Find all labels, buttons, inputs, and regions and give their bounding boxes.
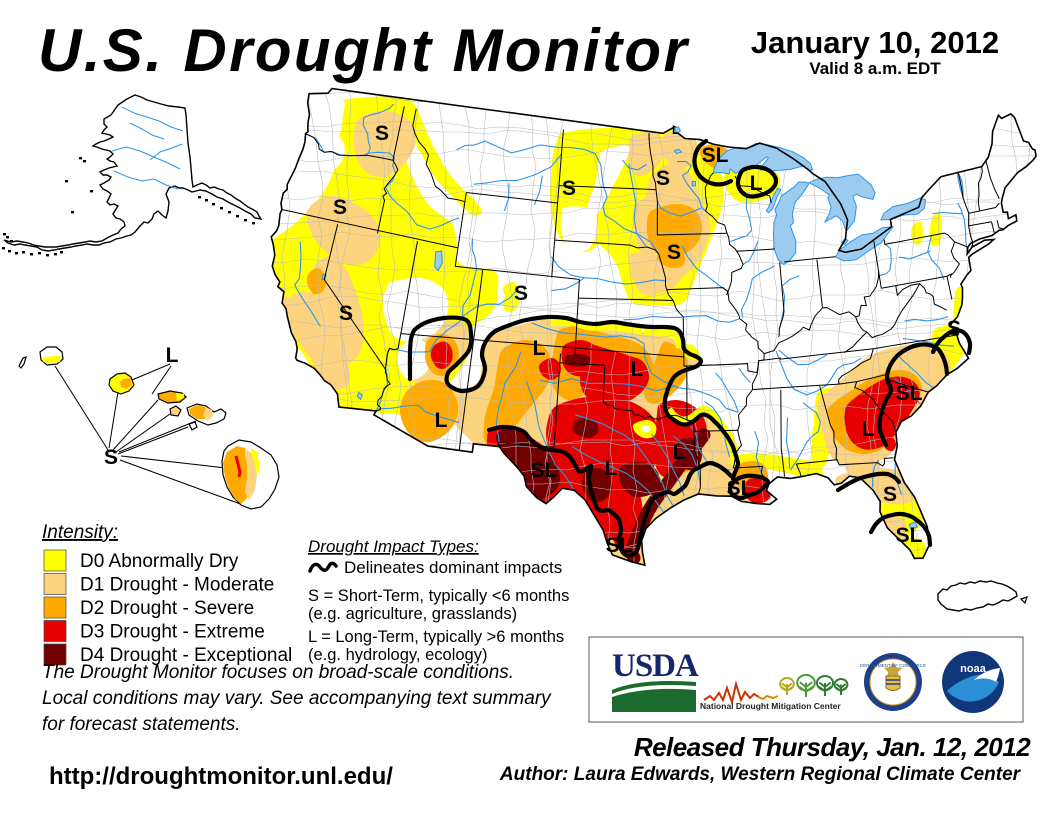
svg-text:L: L <box>862 418 875 441</box>
svg-text:L: L <box>605 457 618 480</box>
svg-text:SL: SL <box>896 524 923 547</box>
svg-text:January 10, 2012: January 10, 2012 <box>751 25 999 60</box>
svg-text:D3 Drought - Extreme: D3 Drought - Extreme <box>80 622 265 643</box>
svg-text:S: S <box>947 317 961 340</box>
svg-text:(e.g. hydrology, ecology): (e.g. hydrology, ecology) <box>308 646 487 664</box>
svg-text:L: L <box>631 358 644 381</box>
svg-text:D4 Drought - Exceptional: D4 Drought - Exceptional <box>80 645 292 666</box>
svg-text:L: L <box>750 172 763 195</box>
svg-text:SL: SL <box>606 534 633 557</box>
svg-text:S: S <box>104 446 118 469</box>
svg-text:S: S <box>514 282 528 305</box>
svg-text:(e.g. agriculture, grasslands): (e.g. agriculture, grasslands) <box>308 605 517 623</box>
svg-text:U.S. Drought Monitor: U.S. Drought Monitor <box>38 17 690 84</box>
svg-text:http://droughtmonitor.unl.edu/: http://droughtmonitor.unl.edu/ <box>49 763 393 790</box>
svg-text:SL: SL <box>896 382 923 405</box>
svg-text:S: S <box>562 177 576 200</box>
svg-text:for forecast statements.: for forecast statements. <box>42 714 241 735</box>
svg-text:D0 Abnormally Dry: D0 Abnormally Dry <box>80 551 239 572</box>
svg-text:S: S <box>667 241 681 264</box>
svg-text:D2 Drought - Severe: D2 Drought - Severe <box>80 598 254 619</box>
svg-text:S: S <box>375 122 389 145</box>
svg-text:S: S <box>656 167 670 190</box>
svg-text:L: L <box>166 344 179 367</box>
svg-text:S: S <box>333 196 347 219</box>
svg-text:Drought Impact Types:: Drought Impact Types: <box>308 537 479 556</box>
svg-text:S = Short-Term, typically <6 m: S = Short-Term, typically <6 months <box>308 587 569 605</box>
svg-text:Intensity:: Intensity: <box>42 522 118 543</box>
svg-text:Released Thursday, Jan. 12, 20: Released Thursday, Jan. 12, 2012 <box>634 732 1031 762</box>
svg-text:S: S <box>339 302 353 325</box>
svg-text:D1 Drought - Moderate: D1 Drought - Moderate <box>80 575 274 596</box>
svg-text:USDA: USDA <box>612 648 699 684</box>
svg-text:L: L <box>435 409 448 432</box>
svg-text:Delineates dominant impacts: Delineates dominant impacts <box>344 558 562 577</box>
svg-text:L: L <box>533 337 546 360</box>
svg-text:SL: SL <box>531 459 558 482</box>
svg-text:DEPARTMENT OF COMMERCE: DEPARTMENT OF COMMERCE <box>860 663 926 668</box>
svg-text:Local conditions may vary. See: Local conditions may vary. See accompany… <box>42 688 552 709</box>
svg-text:noaa: noaa <box>960 663 987 675</box>
svg-text:Author: Laura Edwards, Western: Author: Laura Edwards, Western Regional … <box>499 764 1022 785</box>
svg-text:National Drought Mitigation: National Drought Mitigation Center <box>700 701 841 711</box>
svg-text:SL: SL <box>702 144 729 167</box>
svg-text:Valid 8 a.m. EDT: Valid 8 a.m. EDT <box>809 59 941 78</box>
svg-text:The Drought Monitor focuses on: The Drought Monitor focuses on broad-sca… <box>42 662 514 683</box>
svg-text:L = Long-Term, typically >6 mo: L = Long-Term, typically >6 months <box>308 628 564 646</box>
svg-text:S: S <box>883 483 897 506</box>
svg-text:L: L <box>673 441 686 464</box>
svg-text:SL: SL <box>727 477 754 500</box>
